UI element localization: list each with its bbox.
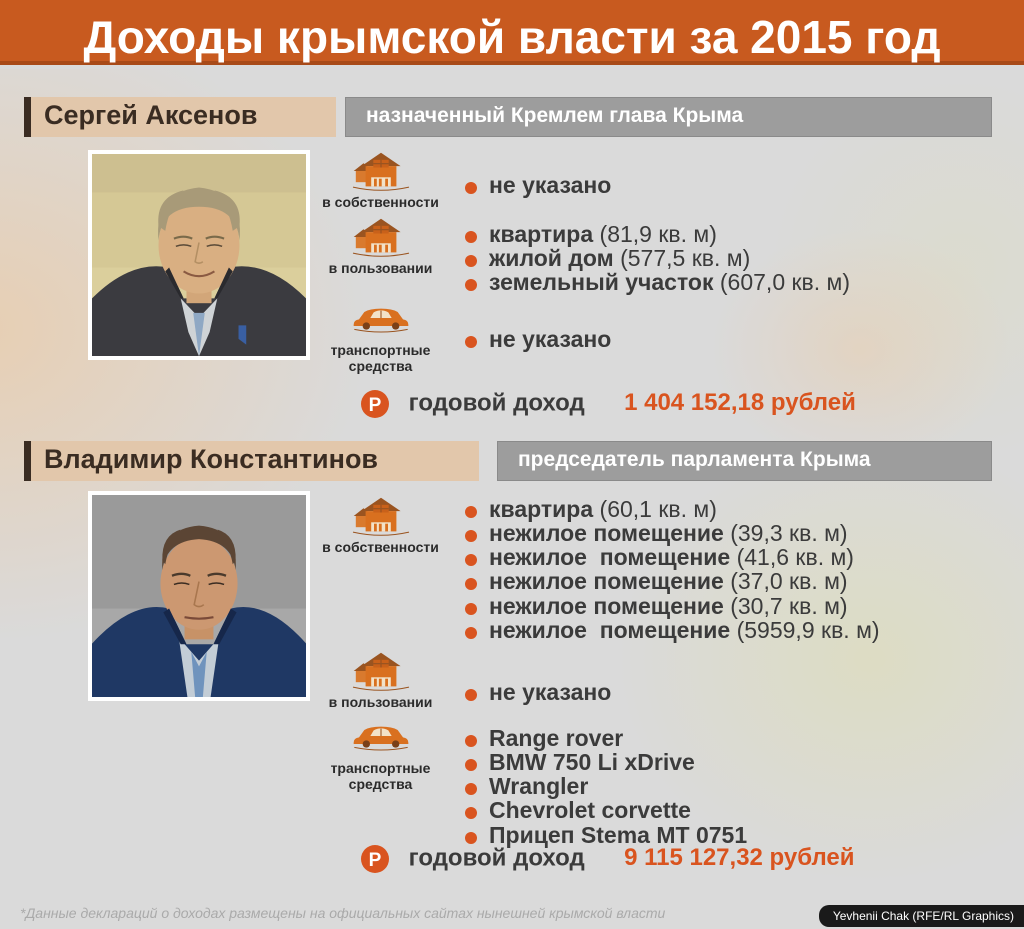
svg-text:Р: Р <box>369 395 382 416</box>
svg-text:Р: Р <box>369 850 382 871</box>
